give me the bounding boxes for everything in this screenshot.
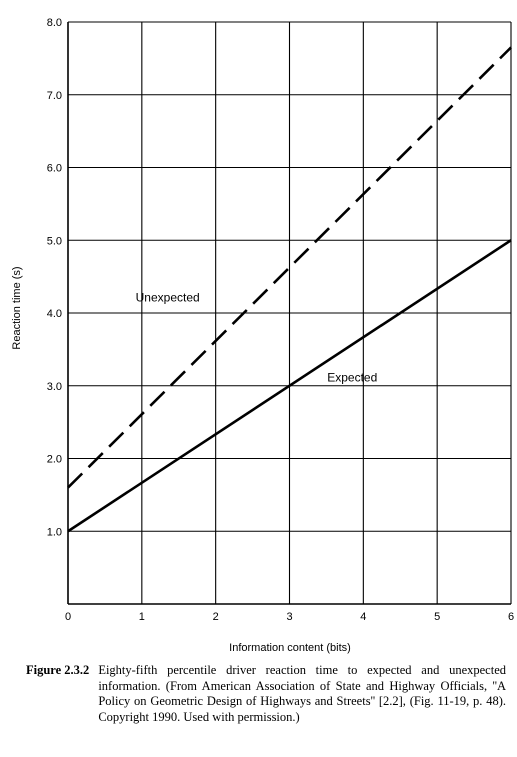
x-tick-label: 6 <box>508 611 514 623</box>
figure-caption: Figure 2.3.2 Eighty-fifth percentile dri… <box>26 663 506 725</box>
series-labels: Unexpected Expected <box>136 290 378 384</box>
figure-label: Figure 2.3.2 <box>26 663 90 677</box>
y-tick-label: 2.0 <box>47 454 62 466</box>
y-tick-label: 5.0 <box>47 235 62 247</box>
x-tick-label: 0 <box>65 611 71 623</box>
y-tick-label: 3.0 <box>47 381 62 393</box>
y-tick-label: 8.0 <box>47 17 62 29</box>
x-tick-label: 3 <box>286 611 292 623</box>
y-axis-title: Reaction time (s) <box>11 266 23 349</box>
series-label-expected: Expected <box>327 370 377 384</box>
y-tick-label: 7.0 <box>47 90 62 102</box>
series-line-unexpected <box>67 46 512 489</box>
x-axis-title: Information content (bits) <box>229 642 351 654</box>
series-line-expected <box>67 239 512 533</box>
y-tick-label: 6.0 <box>47 163 62 175</box>
y-tick-label: 1.0 <box>47 526 62 538</box>
figure-caption-text: Eighty-fifth percentile driver reaction … <box>98 663 506 724</box>
series-label-unexpected: Unexpected <box>136 290 200 304</box>
chart: 0 1 2 3 4 5 6 1.0 2.0 3.0 4.0 5.0 6.0 7.0 8.0 Unexpect… <box>11 17 514 654</box>
y-tick-label: 4.0 <box>47 308 62 320</box>
x-tick-label: 2 <box>213 611 219 623</box>
tick-labels: 0 1 2 3 4 5 6 1.0 2.0 3.0 4.0 5.0 6.0 7.0 8.0 <box>47 17 514 623</box>
series-lines <box>67 46 512 533</box>
x-tick-label: 4 <box>360 611 366 623</box>
x-tick-label: 1 <box>139 611 145 623</box>
x-tick-label: 5 <box>434 611 440 623</box>
grid <box>67 21 512 605</box>
